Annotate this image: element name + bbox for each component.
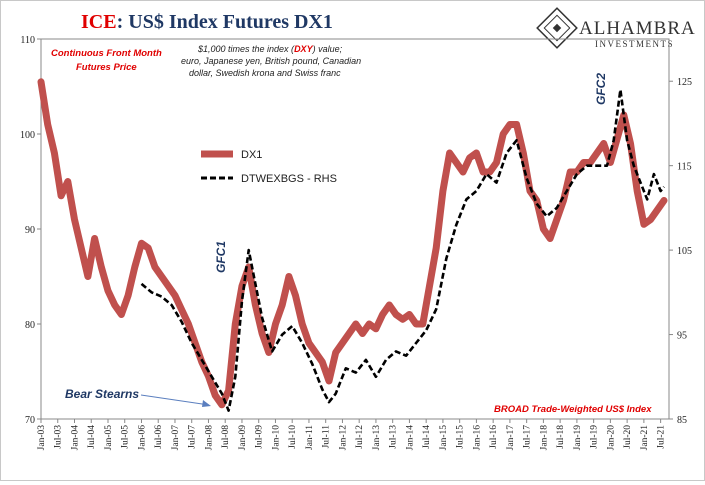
- x-tick-label: Jan-03: [37, 425, 47, 451]
- logo-name: ALHAMBRA: [579, 18, 696, 39]
- y-axis-left: 70 80 90 100 110: [20, 35, 41, 426]
- x-tick-label: Jan-08: [204, 425, 214, 451]
- x-tick-label: Jul-16: [489, 425, 499, 449]
- x-tick-label: Jul-04: [87, 425, 97, 449]
- x-axis: Jan-03 Jul-03 Jan-04 Jul-04 Jan-05 Jul-05 Jan-…: [37, 419, 667, 450]
- y-left-tick-label: 80: [25, 320, 35, 331]
- x-tick-label: Jan-04: [70, 425, 80, 451]
- bear-stearns-label: Bear Stearns: [65, 387, 139, 401]
- legend-dx1-label: DX1: [241, 149, 262, 161]
- x-tick-label: Jan-10: [271, 425, 281, 451]
- x-tick-label: Jul-05: [121, 425, 131, 449]
- series-dtwex-line: [140, 88, 666, 412]
- x-tick-label: Jan-12: [338, 425, 348, 451]
- y-left-tick-label: 70: [25, 415, 35, 426]
- desc-line-1: $1,000 times the index (DXY) value;: [197, 44, 343, 54]
- series-dx1-points: [41, 81, 665, 405]
- x-tick-label: Jul-08: [221, 425, 231, 449]
- x-tick-label: Jan-07: [171, 425, 181, 451]
- x-tick-label: Jan-05: [104, 425, 114, 451]
- x-tick-label: Jul-15: [456, 425, 466, 449]
- x-tick-label: Jan-17: [506, 425, 516, 451]
- x-tick-label: Jan-15: [439, 425, 449, 451]
- alhambra-logo: ALHAMBRA INVESTMENTS: [536, 7, 696, 49]
- note-futures-price: Futures Price: [76, 62, 137, 73]
- x-tick-label: Jul-10: [288, 425, 298, 449]
- x-tick-label: Jul-06: [154, 425, 164, 449]
- x-tick-label: Jan-21: [640, 425, 650, 451]
- gfc2-label: GFC2: [594, 73, 608, 105]
- note-continuous: Continuous Front Month: [51, 48, 162, 59]
- x-tick-label: Jan-19: [573, 425, 583, 451]
- broad-index-label: BROAD Trade-Weighted US$ Index: [494, 404, 652, 415]
- y-axis-right: 85 95 105 115 125: [669, 77, 692, 426]
- x-tick-label: Jul-14: [422, 425, 432, 449]
- x-tick-label: Jul-09: [255, 425, 265, 449]
- x-tick-label: Jul-18: [556, 425, 566, 449]
- x-tick-label: Jan-11: [305, 425, 315, 450]
- desc-line-3: dollar, Swedish krona and Swiss franc: [189, 68, 341, 78]
- x-tick-label: Jan-06: [137, 425, 147, 451]
- gfc1-label: GFC1: [214, 241, 228, 273]
- plot-frame: [40, 38, 670, 420]
- series-dx1-line: [37, 78, 668, 409]
- x-tick-label: Jan-18: [539, 425, 549, 451]
- chart-title: ICE: US$ Index Futures DX1: [81, 11, 333, 33]
- logo-diamond-icon: [536, 7, 578, 49]
- y-right-tick-label: 115: [677, 162, 692, 173]
- y-right-tick-label: 95: [677, 331, 687, 342]
- x-tick-label: Jan-13: [372, 425, 382, 451]
- legend: DX1 DTWEXBGS - RHS: [201, 149, 337, 185]
- x-tick-label: Jul-12: [355, 425, 365, 449]
- x-tick-label: Jan-09: [238, 425, 248, 451]
- desc-line-2: euro, Japanese yen, British pound, Canad…: [181, 56, 361, 66]
- legend-dtwex-label: DTWEXBGS - RHS: [241, 173, 337, 185]
- y-right-tick-label: 125: [677, 77, 692, 88]
- y-right-tick-label: 85: [677, 415, 687, 426]
- x-tick-label: Jan-20: [606, 425, 616, 451]
- x-tick-label: Jul-07: [188, 425, 198, 449]
- x-tick-label: Jan-14: [405, 425, 415, 451]
- y-left-tick-label: 100: [20, 130, 35, 141]
- bear-stearns-arrow: [140, 394, 210, 406]
- y-right-tick-label: 105: [677, 246, 692, 257]
- x-tick-label: Jul-03: [54, 425, 64, 449]
- x-tick-label: Jan-16: [472, 425, 482, 451]
- x-tick-label: Jul-21: [657, 425, 667, 449]
- logo-sub: INVESTMENTS: [595, 39, 674, 49]
- y-left-tick-label: 110: [20, 35, 35, 46]
- x-tick-label: Jul-17: [523, 425, 533, 449]
- x-tick-label: Jul-19: [590, 425, 600, 449]
- arrowhead-icon: [202, 400, 211, 407]
- x-tick-label: Jul-11: [322, 425, 332, 449]
- y-left-tick-label: 90: [25, 225, 35, 236]
- x-tick-label: Jul-13: [389, 425, 399, 449]
- x-tick-label: Jul-20: [623, 425, 633, 449]
